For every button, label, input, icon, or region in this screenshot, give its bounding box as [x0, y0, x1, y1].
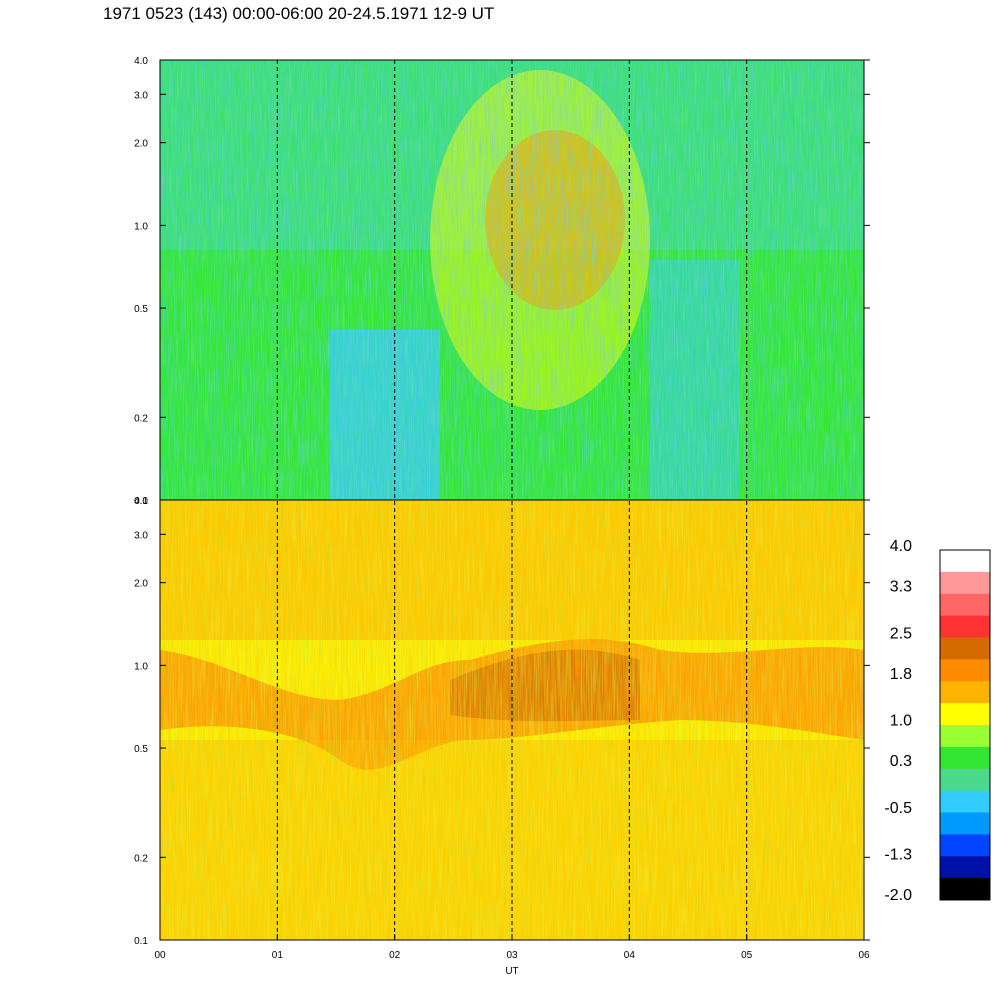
- x-tick-label: 05: [741, 950, 753, 961]
- x-tick-label: 06: [858, 950, 870, 961]
- x-tick-label: 00: [154, 950, 166, 961]
- colorbar-swatch: [940, 834, 990, 857]
- y-tick-label: 0.2: [134, 853, 148, 864]
- colorbar-label: 3.3: [890, 579, 912, 596]
- colorbar-swatch: [940, 637, 990, 660]
- colorbar-swatch: [940, 790, 990, 813]
- y-tick-label: 3.0: [134, 530, 148, 541]
- y-tick-label: 4.0: [134, 496, 148, 507]
- x-tick-label: 03: [506, 950, 518, 961]
- y-tick-label: 1.0: [134, 221, 148, 232]
- colorbar-frame: [939, 549, 991, 901]
- colorbar-swatch: [940, 812, 990, 835]
- colorbar: 4.0 3.3 2.5 1.8 1.0 0.3 -0.5 -1.3 -2.0: [884, 538, 991, 904]
- colorbar-label: 4.0: [890, 538, 912, 555]
- colorbar-swatch: [940, 878, 990, 901]
- y-tick-label: 2.0: [134, 139, 148, 150]
- colorbar-label: 1.8: [890, 666, 912, 683]
- x-tick-label: 02: [389, 950, 401, 961]
- y-tick-label: 4.0: [134, 56, 148, 67]
- colorbar-label: 0.3: [890, 753, 912, 770]
- colorbar-swatch: [940, 615, 990, 638]
- colorbar-swatch: [940, 571, 990, 595]
- frequency-axes: 0.10.20.51.02.03.04.00.10.20.51.02.03.04…: [134, 56, 870, 947]
- colorbar-label: -2.0: [884, 887, 912, 904]
- time-axis: 00 01 02 03 04 05 06 UT: [154, 934, 870, 977]
- y-tick-label: 0.1: [134, 496, 148, 507]
- x-tick-label: 04: [624, 950, 636, 961]
- colorbar-swatch: [940, 593, 990, 617]
- colorbar-label: -1.3: [884, 846, 912, 863]
- y-tick-label: 3.0: [134, 90, 148, 101]
- colorbar-swatch: [940, 703, 990, 726]
- colorbar-label: 1.0: [890, 713, 912, 730]
- y-tick-label: 2.0: [134, 579, 148, 590]
- y-tick-label: 0.5: [134, 744, 148, 755]
- colorbar-swatch: [940, 746, 990, 770]
- y-tick-label: 0.1: [134, 936, 148, 947]
- y-tick-label: 1.0: [134, 661, 148, 672]
- colorbar-swatch: [940, 550, 990, 573]
- colorbar-label: 2.5: [890, 625, 912, 642]
- y-tick-label: 0.5: [134, 304, 148, 315]
- colorbar-swatch: [940, 659, 990, 682]
- colorbar-swatch: [940, 681, 990, 704]
- colorbar-swatch: [940, 856, 990, 879]
- colorbar-swatch: [940, 725, 990, 748]
- x-axis-label: UT: [505, 966, 518, 977]
- colorbar-label: -0.5: [884, 800, 912, 817]
- x-tick-label: 01: [272, 950, 284, 961]
- y-tick-label: 0.2: [134, 413, 148, 424]
- chart-title: 1971 0523 (143) 00:00-06:00 20-24.5.1971…: [103, 4, 495, 23]
- colorbar-swatch: [940, 768, 990, 792]
